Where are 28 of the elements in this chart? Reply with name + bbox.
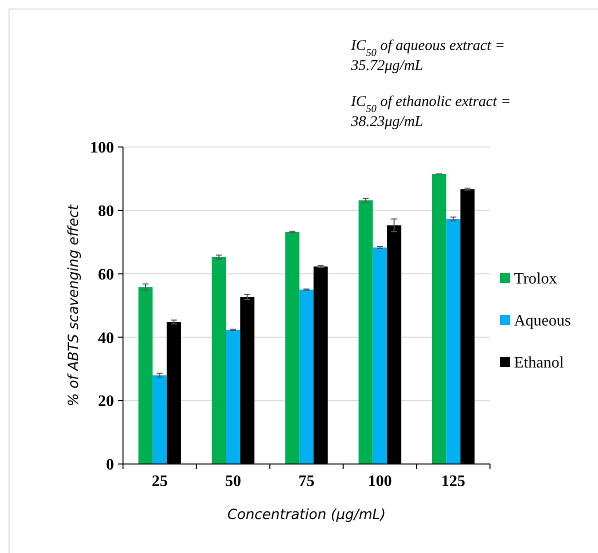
x-tick-label: 125: [441, 473, 466, 490]
y-tick-label: 60: [98, 266, 114, 284]
legend-label: Aqueous: [514, 312, 571, 330]
bar: [446, 218, 460, 464]
bar: [285, 232, 300, 464]
bar: [432, 174, 446, 464]
bar: [299, 290, 314, 464]
x-tick-label: 50: [225, 473, 242, 490]
y-tick-label: 100: [90, 140, 114, 157]
bar: [226, 330, 240, 464]
bar: [358, 200, 373, 464]
y-axis-title: % of ABTS scavenging effect: [66, 204, 82, 406]
y-tick-label: 0: [106, 456, 114, 474]
x-axis-title: Concentration (μg/mL): [227, 507, 386, 523]
x-tick-label: 75: [298, 473, 314, 490]
x-tick-label: 25: [152, 473, 168, 490]
y-tick-label: 20: [98, 393, 114, 410]
bar: [212, 257, 226, 464]
y-tick-label: 80: [98, 203, 114, 220]
text: IC$_{50}$ of aqueous extract = 35.72μg/mL: [350, 38, 505, 74]
y-tick-label: 40: [98, 330, 114, 347]
bar: [138, 287, 153, 464]
bar: [372, 247, 387, 464]
legend-label: Trolox: [514, 270, 557, 288]
bar: [152, 375, 167, 464]
legend-label: Ethanol: [514, 354, 564, 372]
x-tick-label: 100: [368, 473, 392, 490]
text: IC$_{50}$ of ethanolic extract = 38.23μg/mL: [350, 94, 511, 130]
